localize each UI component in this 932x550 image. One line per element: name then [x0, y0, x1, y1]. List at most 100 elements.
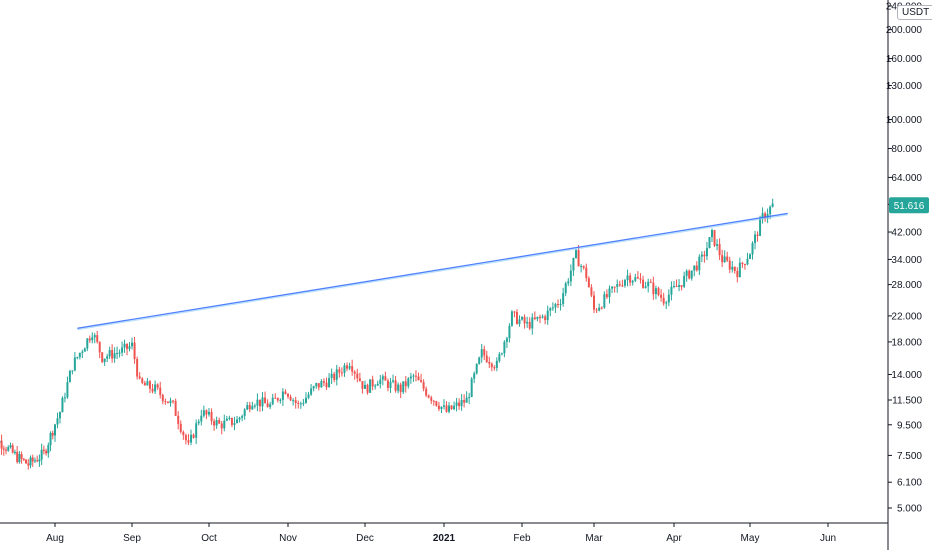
candle-body [56, 418, 59, 425]
candle-body [667, 294, 670, 303]
candle-body [510, 311, 513, 326]
price-tick-label: 34.000 [891, 255, 922, 266]
candle-body [256, 399, 259, 406]
candle-body [25, 459, 28, 464]
candle-body [690, 270, 693, 279]
candle-body [618, 284, 621, 286]
price-tick-label: 5.000 [897, 504, 922, 515]
candle-body [695, 265, 698, 271]
candle-body [590, 287, 593, 296]
candle-body [292, 400, 295, 402]
candle-body [269, 404, 272, 408]
candle-body [131, 342, 133, 347]
candle-body [458, 402, 461, 407]
candle-body [141, 378, 144, 383]
candle-body [366, 384, 369, 393]
candle-body [585, 267, 588, 279]
candle-body [678, 285, 681, 287]
candle-body [541, 316, 544, 318]
trendline[interactable] [77, 212, 788, 329]
candle-body [422, 382, 425, 389]
candle-body [478, 357, 481, 364]
time-tick-label: Jun [820, 533, 836, 544]
last-price-badge [889, 197, 929, 214]
candle-body [621, 285, 624, 287]
candle-body [328, 378, 331, 388]
candle-body [66, 382, 69, 398]
candle-body [409, 376, 412, 379]
candle-body [103, 358, 106, 363]
candle-body [258, 399, 261, 407]
candle-body [521, 317, 523, 320]
candle-body [197, 421, 200, 424]
candle-body [29, 457, 32, 466]
candle-body [143, 382, 146, 386]
candle-body [20, 454, 23, 459]
candle-body [450, 405, 453, 410]
candle-body [598, 307, 601, 311]
price-tick-label: 160.000 [886, 54, 923, 65]
candle-body [358, 378, 361, 382]
candle-body [430, 397, 433, 401]
candle-body [698, 256, 701, 271]
candle-body [711, 230, 713, 238]
candle-body [680, 285, 683, 287]
candle-body [731, 266, 734, 270]
candle-body [435, 401, 438, 406]
candle-body [238, 417, 241, 420]
price-tick-label: 14.000 [891, 370, 922, 381]
candle-body [27, 463, 30, 466]
candle-body [708, 237, 711, 249]
currency-badge[interactable]: USDT [897, 5, 932, 20]
trendline-shadow [77, 213, 788, 331]
candle-body [81, 351, 84, 353]
candle-body [518, 319, 521, 324]
candle-body [397, 384, 400, 391]
candle-body [289, 396, 292, 401]
candle-body [58, 412, 61, 419]
candle-body [101, 352, 104, 363]
candle-body [154, 384, 157, 392]
candle-body [68, 370, 71, 383]
candle-body [688, 270, 691, 279]
candle-body [605, 294, 608, 298]
candle-body [108, 350, 111, 357]
candle-body [546, 310, 549, 321]
candle-body [236, 419, 239, 424]
candle-body [611, 286, 614, 289]
candle-body [205, 410, 208, 415]
candle-body [572, 257, 575, 271]
candle-body [593, 295, 595, 310]
candle-body [743, 264, 746, 266]
candle-body [559, 303, 562, 305]
time-tick-label: Apr [666, 533, 682, 544]
candle-body [508, 325, 511, 339]
candle-body [652, 282, 655, 295]
candle-body [361, 381, 364, 389]
candle-body [18, 454, 21, 463]
candle-body [673, 285, 675, 287]
candle-body [613, 286, 616, 288]
candle-body [223, 420, 226, 429]
candle-body [133, 342, 136, 360]
candle-body [228, 417, 231, 419]
candle-body [335, 369, 338, 380]
candle-body [381, 376, 384, 380]
candle-body [230, 417, 233, 425]
candle-body [166, 401, 169, 403]
candle-body [595, 309, 598, 311]
candle-body [146, 381, 149, 386]
candle-body [485, 355, 488, 363]
candle-body [271, 397, 274, 405]
candle-body [246, 405, 249, 410]
candle-body [121, 347, 124, 353]
candle-body [394, 380, 397, 391]
candle-body [683, 275, 686, 287]
candle-body [412, 375, 415, 377]
candle-body [233, 423, 236, 425]
candle-body [503, 341, 506, 354]
candle-body [771, 203, 774, 207]
candle-body [498, 354, 501, 361]
